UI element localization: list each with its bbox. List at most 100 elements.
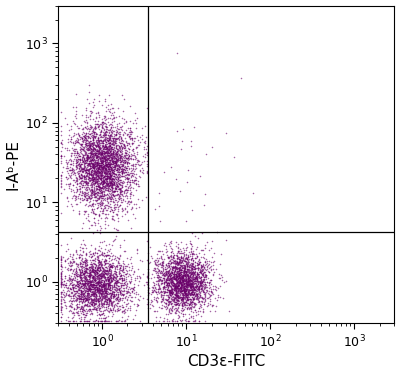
Point [120,308,127,314]
Point [100,142,106,148]
Point [168,277,174,283]
Point [178,269,184,275]
Point [127,279,134,285]
Point [210,291,216,297]
Point [84,147,90,153]
Point [81,160,87,166]
Point [106,166,112,172]
Point [120,304,126,310]
Point [188,271,194,277]
Point [169,296,175,302]
Point [83,297,89,303]
Point [81,132,88,138]
Point [181,252,187,258]
Point [103,290,109,296]
Point [123,155,129,161]
Point [96,98,102,104]
Point [177,284,184,290]
Point [180,292,186,298]
Point [90,300,97,306]
Point [85,290,91,296]
Point [166,280,173,286]
Point [190,315,196,321]
Point [95,141,101,147]
Point [80,298,87,304]
Point [104,252,110,258]
Point [102,158,108,164]
Point [95,172,101,178]
Point [81,130,88,136]
Point [108,160,115,166]
Point [72,255,79,261]
Point [67,285,74,291]
Point [186,274,193,280]
Point [87,113,94,119]
Point [188,280,194,286]
Point [88,152,95,158]
Point [98,296,105,302]
Point [170,280,176,286]
Point [170,284,176,290]
Point [123,119,130,125]
Point [163,279,169,285]
Point [84,155,90,161]
Point [102,166,108,172]
Point [108,206,114,212]
Point [199,263,206,269]
Point [98,171,105,177]
Point [164,282,170,288]
Point [138,136,145,142]
Point [176,268,182,274]
Point [93,172,100,178]
Point [173,274,180,280]
Point [179,291,185,297]
Point [180,293,186,299]
Point [114,278,120,284]
Point [105,140,112,146]
Point [164,316,171,322]
Point [157,286,163,292]
Point [88,177,94,183]
Point [184,256,190,262]
Point [95,195,101,201]
Point [80,291,86,297]
Point [94,189,101,195]
Point [93,185,99,191]
Point [98,273,104,279]
Point [92,131,99,137]
Point [179,298,185,304]
Point [176,282,182,288]
Point [190,287,196,293]
Point [164,275,171,281]
Point [98,196,104,202]
Point [86,264,93,270]
Point [75,161,81,167]
Point [116,195,123,201]
Point [106,272,113,278]
Point [76,132,82,138]
Point [94,270,100,276]
Point [83,303,90,309]
Point [192,293,199,299]
Point [76,254,82,260]
Point [190,257,197,263]
Point [176,301,182,307]
Point [82,288,89,294]
Point [103,267,109,273]
Point [86,302,92,308]
Point [175,276,181,282]
Point [90,136,96,142]
Point [76,272,82,278]
Point [116,173,122,179]
Point [80,274,87,280]
Point [88,286,94,292]
Point [90,214,97,220]
Point [193,281,199,287]
Point [171,272,177,278]
Point [86,272,92,278]
Point [95,264,101,270]
Point [111,303,117,309]
Point [78,289,84,295]
Point [111,268,117,274]
Point [153,286,159,292]
